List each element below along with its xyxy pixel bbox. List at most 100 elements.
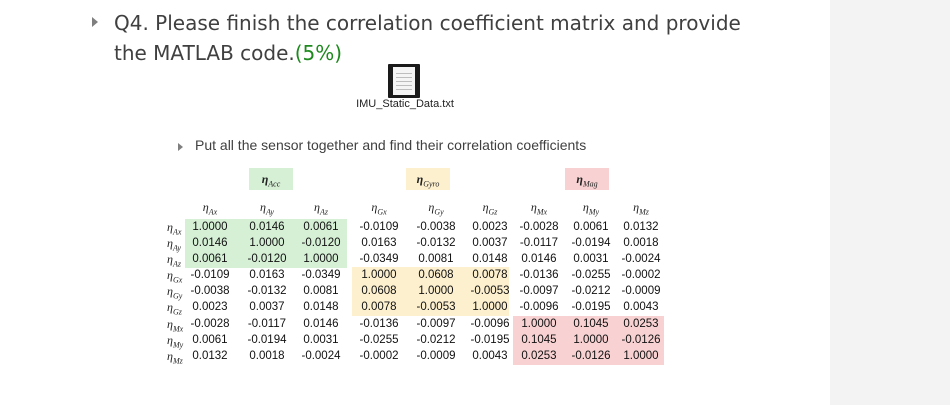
column-header-mx: ηMx [530, 200, 548, 217]
matrix-cell: 0.0023 [192, 301, 228, 313]
column-header-ay: ηAy [260, 200, 274, 217]
group-label-mag: ηMag [565, 168, 609, 190]
matrix-cell: 0.0146 [521, 253, 557, 265]
column-header-my: ηMy [582, 200, 600, 217]
matrix-cell: -0.0097 [416, 318, 456, 330]
column-header-gz: ηGz [482, 200, 498, 217]
row-label-gz: ηGz [167, 300, 182, 317]
column-header-ax: ηAx [202, 200, 218, 217]
row-label-gy: ηGy [167, 284, 183, 301]
matrix-cell: 0.0253 [521, 350, 557, 362]
text-file-icon[interactable] [388, 64, 420, 98]
instruction-text: Put all the sensor together and find the… [195, 137, 587, 153]
attachment-file-name[interactable]: IMU_Static_Data.txt [356, 98, 454, 110]
matrix-cell: 0.0253 [623, 318, 659, 330]
matrix-cell: -0.0097 [519, 285, 559, 297]
matrix-cell: 1.0000 [472, 301, 508, 313]
matrix-cell: -0.0255 [571, 269, 611, 281]
matrix-cell: 0.0146 [192, 237, 228, 249]
matrix-cell: 0.0078 [361, 301, 397, 313]
matrix-cell: -0.0126 [621, 334, 661, 346]
matrix-cell: 0.0037 [249, 301, 285, 313]
matrix-cell: -0.0028 [519, 221, 559, 233]
matrix-cell: 0.0031 [573, 253, 609, 265]
matrix-cell: 0.0608 [361, 285, 397, 297]
sub-bullet-icon [178, 143, 183, 151]
matrix-cell: -0.0120 [247, 253, 287, 265]
column-header-mz: ηMz [633, 200, 649, 217]
matrix-cell: -0.0117 [519, 237, 559, 249]
matrix-cell: -0.0038 [190, 285, 230, 297]
matrix-cell: 0.0081 [418, 253, 454, 265]
matrix-cell: 0.0081 [303, 285, 339, 297]
question-line-2: the MATLAB code. [114, 41, 295, 65]
column-header-gy: ηGy [428, 200, 444, 217]
row-label-my: ηMy [167, 333, 184, 350]
question-points: (5%) [294, 41, 343, 65]
matrix-cell: 0.0163 [361, 237, 397, 249]
question-text: Q4. Please finish the correlation coeffi… [114, 8, 814, 68]
group-label-gyro: ηGyro [406, 168, 450, 190]
highlight-mag-block [513, 316, 664, 365]
matrix-cell: 0.0132 [623, 221, 659, 233]
matrix-cell: 0.0146 [303, 318, 339, 330]
matrix-cell: -0.0109 [359, 221, 399, 233]
matrix-cell: 0.0043 [623, 301, 659, 313]
matrix-cell: 0.0061 [192, 334, 228, 346]
matrix-cell: -0.0038 [416, 221, 456, 233]
matrix-cell: -0.0132 [247, 285, 287, 297]
matrix-cell: -0.0132 [416, 237, 456, 249]
matrix-cell: 0.1045 [573, 318, 609, 330]
matrix-cell: -0.0194 [571, 237, 611, 249]
matrix-cell: -0.0126 [571, 350, 611, 362]
matrix-cell: 1.0000 [623, 350, 659, 362]
matrix-cell: 0.0148 [303, 301, 339, 313]
matrix-cell: -0.0136 [359, 318, 399, 330]
matrix-cell: 0.0018 [623, 237, 659, 249]
matrix-cell: 1.0000 [418, 285, 454, 297]
row-label-ay: ηAy [167, 236, 181, 253]
matrix-cell: 0.0043 [472, 350, 508, 362]
group-label-acc: ηAcc [249, 168, 293, 190]
matrix-cell: 0.0018 [249, 350, 285, 362]
matrix-cell: 0.0078 [472, 269, 508, 281]
matrix-cell: -0.0009 [416, 350, 456, 362]
matrix-cell: -0.0024 [301, 350, 341, 362]
highlight-acc-block [185, 219, 347, 268]
matrix-cell: 0.0023 [472, 221, 508, 233]
matrix-cell: -0.0096 [470, 318, 510, 330]
matrix-cell: 0.0061 [192, 253, 228, 265]
matrix-cell: 0.1045 [521, 334, 557, 346]
matrix-cell: 0.0037 [472, 237, 508, 249]
matrix-cell: -0.0255 [359, 334, 399, 346]
row-label-mx: ηMx [167, 317, 184, 334]
matrix-cell: -0.0053 [416, 301, 456, 313]
row-label-mz: ηMz [167, 349, 183, 366]
matrix-cell: -0.0028 [190, 318, 230, 330]
matrix-cell: -0.0024 [621, 253, 661, 265]
side-panel [830, 0, 950, 405]
matrix-cell: -0.0136 [519, 269, 559, 281]
matrix-cell: 1.0000 [249, 237, 285, 249]
question-line-1: Q4. Please finish the correlation coeffi… [114, 11, 741, 35]
matrix-cell: -0.0053 [470, 285, 510, 297]
bullet-icon [92, 17, 98, 27]
matrix-cell: -0.0096 [519, 301, 559, 313]
matrix-cell: -0.0002 [359, 350, 399, 362]
matrix-cell: 1.0000 [573, 334, 609, 346]
matrix-cell: -0.0212 [571, 285, 611, 297]
matrix-cell: 0.0061 [303, 221, 339, 233]
matrix-cell: 0.0061 [573, 221, 609, 233]
row-label-gx: ηGx [167, 268, 183, 285]
column-header-gx: ηGx [371, 200, 387, 217]
matrix-cell: 0.0031 [303, 334, 339, 346]
matrix-cell: -0.0212 [416, 334, 456, 346]
matrix-cell: 1.0000 [303, 253, 339, 265]
matrix-cell: 0.0146 [249, 221, 285, 233]
matrix-cell: -0.0002 [621, 269, 661, 281]
matrix-cell: 0.0608 [418, 269, 454, 281]
matrix-cell: -0.0194 [247, 334, 287, 346]
matrix-cell: 1.0000 [192, 221, 228, 233]
matrix-cell: -0.0117 [247, 318, 287, 330]
matrix-cell: -0.0120 [301, 237, 341, 249]
